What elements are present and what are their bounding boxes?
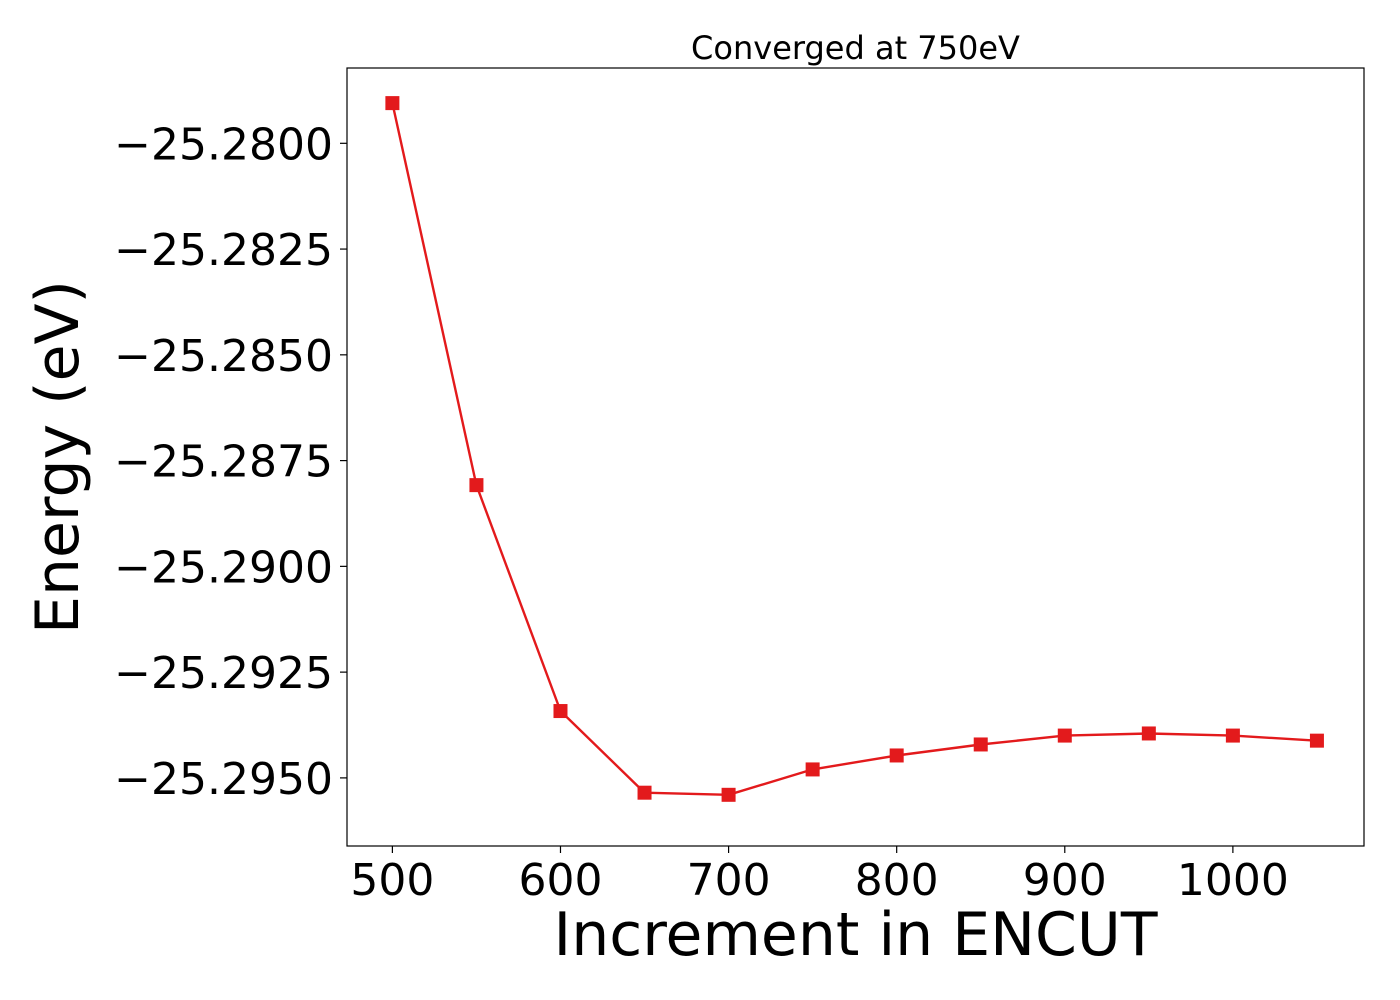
y-tick-label: −25.2850 [114, 331, 333, 382]
axis-ticks: 500 600 700 800 900 1000 −25.2800 −25.2825 −25.2… [114, 119, 1289, 906]
chart-title: Converged at 750eV [691, 29, 1020, 67]
y-tick-label: −25.2950 [114, 754, 333, 805]
x-axis-label: Increment in ENCUT [554, 900, 1158, 970]
y-tick-label: −25.2925 [114, 648, 333, 699]
data-point [889, 748, 904, 763]
data-point [1309, 733, 1324, 748]
y-tick-label: −25.2800 [114, 119, 333, 170]
y-axis-label: Energy (eV) [23, 280, 93, 634]
x-tick-label: 600 [518, 855, 602, 906]
data-point [721, 787, 736, 802]
x-tick-label: 500 [350, 855, 434, 906]
data-point [553, 704, 568, 719]
data-point [1057, 728, 1072, 743]
x-tick-label: 900 [1023, 855, 1107, 906]
data-series [385, 96, 1324, 802]
y-tick-label: −25.2900 [114, 542, 333, 593]
x-tick-label: 800 [855, 855, 939, 906]
y-tick-label: −25.2825 [114, 225, 333, 276]
series-line [391, 102, 1317, 796]
data-point [973, 737, 988, 752]
axes-frame [346, 67, 1365, 847]
data-point [469, 478, 484, 493]
data-point [1141, 726, 1156, 741]
data-point [637, 785, 652, 800]
y-tick-label: −25.2875 [114, 437, 333, 488]
x-tick-label: 700 [687, 855, 771, 906]
data-point [1225, 728, 1240, 743]
data-point [385, 96, 400, 111]
x-tick-label: 1000 [1177, 855, 1289, 906]
data-point [805, 762, 820, 777]
